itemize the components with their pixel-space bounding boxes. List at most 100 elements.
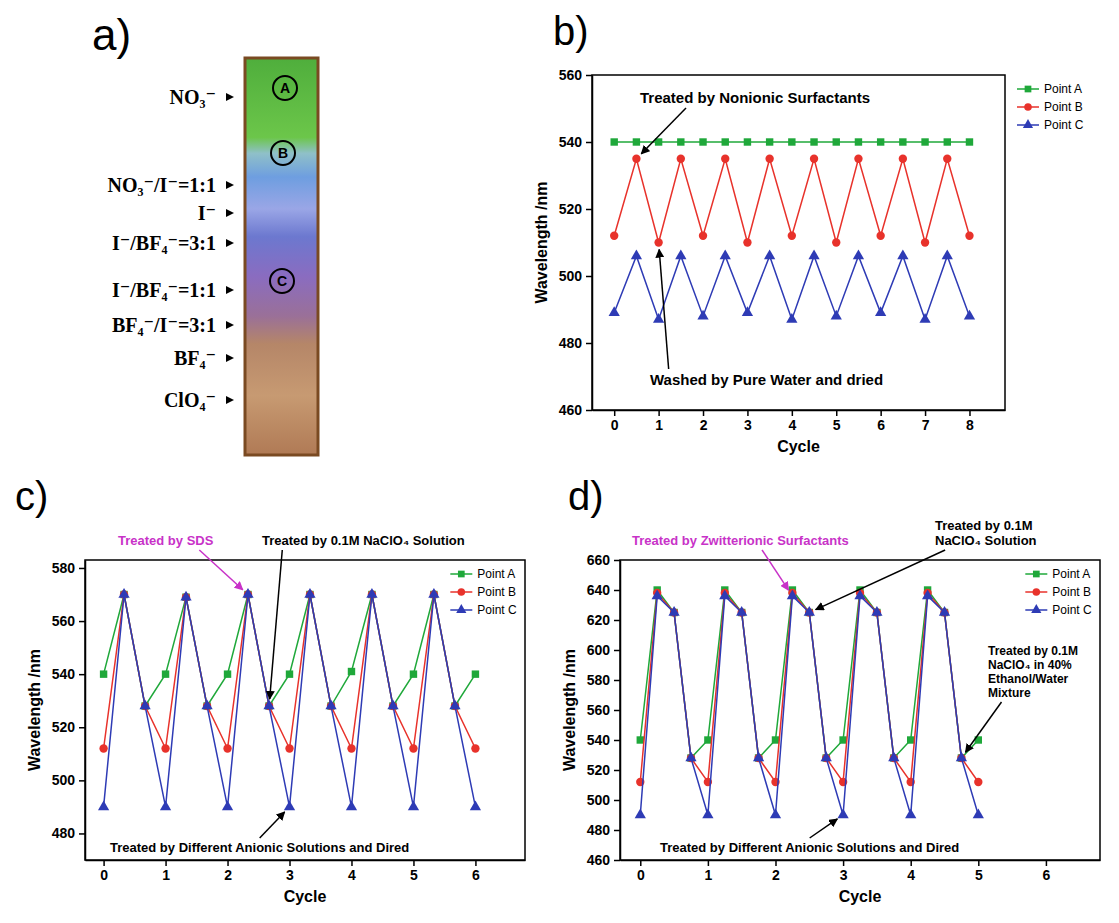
data-point xyxy=(899,155,907,163)
annotation-arrow xyxy=(641,108,686,154)
tick-mark xyxy=(586,209,592,211)
legend-item: Point C xyxy=(1017,118,1084,132)
data-point xyxy=(637,736,644,743)
data-point xyxy=(470,800,481,810)
data-point xyxy=(699,138,706,145)
tick: 4 xyxy=(788,410,796,433)
data-point xyxy=(652,589,663,599)
data-point xyxy=(855,138,862,145)
panel: b)012345678460480500520540560CycleWavele… xyxy=(533,9,1084,455)
data-point xyxy=(633,138,640,145)
tick-mark xyxy=(614,620,620,622)
tick: 480 xyxy=(52,825,85,841)
data-point xyxy=(471,744,479,752)
tick-mark xyxy=(165,860,167,866)
tick-label: 560 xyxy=(52,613,76,629)
tick-label: 7 xyxy=(922,417,930,433)
data-point xyxy=(821,751,832,761)
tick-label: 6 xyxy=(1043,867,1051,883)
data-point xyxy=(408,800,419,810)
label-pointer xyxy=(226,239,234,247)
panel-letter: b) xyxy=(553,9,589,53)
photo-label: NO₃⁻ xyxy=(169,86,216,108)
tick: 3 xyxy=(840,860,848,883)
tick-label: 480 xyxy=(587,822,611,838)
tick-mark xyxy=(586,142,592,144)
tick-mark xyxy=(614,560,620,562)
tick-mark xyxy=(1046,860,1048,866)
tick-label: 4 xyxy=(348,867,356,883)
data-point xyxy=(242,588,253,598)
data-point xyxy=(285,744,293,752)
tick-mark xyxy=(103,860,105,866)
legend-label: Point A xyxy=(477,567,515,581)
tick: 580 xyxy=(587,672,620,688)
tick: 560 xyxy=(559,67,592,83)
data-point xyxy=(966,138,973,145)
data-point xyxy=(653,313,664,323)
data-point xyxy=(766,138,773,145)
tick-label: 1 xyxy=(655,417,663,433)
tick: 0 xyxy=(100,860,108,883)
tick-mark xyxy=(586,410,592,412)
data-point xyxy=(610,138,617,145)
series-line xyxy=(640,593,978,782)
tick-label: 640 xyxy=(587,582,611,598)
tick-label: 520 xyxy=(559,201,583,217)
data-point xyxy=(346,800,357,810)
legend: Point A Point B Point C xyxy=(450,567,517,617)
label-pointer xyxy=(226,181,234,189)
data-point xyxy=(875,306,886,316)
legend-label: Point C xyxy=(477,603,517,617)
annotation: Washed by Pure Water and dried xyxy=(650,371,883,388)
tick: 3 xyxy=(286,860,294,883)
data-point xyxy=(284,800,295,810)
series-line xyxy=(104,595,476,707)
tick-label: 4 xyxy=(788,417,796,433)
tick-mark xyxy=(79,621,85,623)
axis-line xyxy=(85,561,87,861)
data-point xyxy=(808,249,819,259)
data-point xyxy=(635,808,646,818)
data-point xyxy=(788,232,796,240)
legend: Point APoint BPoint C xyxy=(1025,567,1092,617)
series-line xyxy=(614,159,969,243)
legend: Point APoint BPoint C xyxy=(1017,82,1084,132)
data-point xyxy=(839,736,846,743)
tick-mark xyxy=(614,590,620,592)
annotation: Treated by 0.1M NaClO₄ Solution xyxy=(262,533,465,548)
annotation: Treated by 0.1MNaClO₄ in 40%Ethanol/Wate… xyxy=(988,644,1078,700)
data-point xyxy=(907,736,914,743)
tick-label: 480 xyxy=(52,825,76,841)
series-line xyxy=(640,590,978,758)
x-axis: 0123456 xyxy=(86,860,526,883)
photo-point-label: C xyxy=(277,273,287,289)
data-point xyxy=(685,751,696,761)
data-point xyxy=(677,138,684,145)
data-point xyxy=(786,313,797,323)
photo-point-label: B xyxy=(278,145,288,161)
tick-mark xyxy=(79,780,85,782)
axis-line xyxy=(592,76,594,411)
annotation: Treated by SDS xyxy=(118,533,214,548)
data-point xyxy=(888,751,899,761)
plot-area xyxy=(98,588,481,810)
tick-mark xyxy=(79,674,85,676)
data-point xyxy=(964,310,975,320)
tick-mark xyxy=(925,410,927,416)
label-pointer xyxy=(226,396,234,404)
legend-label: Point B xyxy=(477,585,516,599)
text-line: NaClO₄ Solution xyxy=(935,533,1037,548)
tick-mark xyxy=(910,860,912,866)
legend-marker xyxy=(1031,604,1041,613)
tick: 520 xyxy=(52,719,85,735)
legend-item: Point B xyxy=(1017,100,1083,114)
tick-label: 0 xyxy=(611,417,619,433)
y-axis: 480500520540560580 xyxy=(52,560,86,861)
data-point xyxy=(677,155,685,163)
tick-mark xyxy=(614,770,620,772)
tick-label: 5 xyxy=(975,867,983,883)
data-point xyxy=(201,700,212,710)
data-point xyxy=(720,249,731,259)
legend-marker xyxy=(1024,103,1032,111)
